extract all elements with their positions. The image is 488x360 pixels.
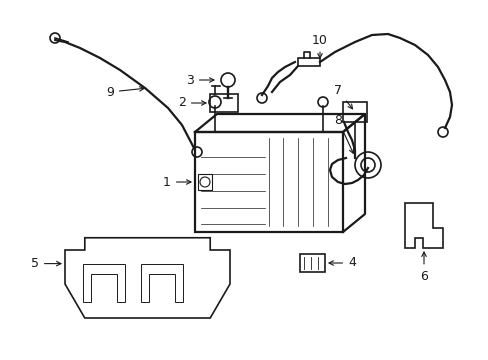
Text: 1: 1	[163, 175, 191, 189]
Text: 4: 4	[328, 256, 355, 270]
Text: 3: 3	[185, 73, 214, 86]
Text: 10: 10	[311, 33, 327, 58]
Text: 5: 5	[31, 257, 61, 270]
Text: 7: 7	[333, 84, 352, 109]
Text: 2: 2	[178, 96, 205, 109]
Text: 8: 8	[333, 113, 353, 153]
Text: 6: 6	[419, 252, 427, 283]
Text: 9: 9	[106, 85, 143, 99]
